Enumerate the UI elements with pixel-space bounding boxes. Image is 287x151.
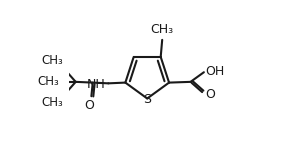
Text: CH₃: CH₃	[151, 23, 174, 36]
Text: CH₃: CH₃	[41, 55, 63, 67]
Text: O: O	[84, 100, 94, 112]
Text: CH₃: CH₃	[37, 75, 59, 88]
Text: O: O	[205, 88, 215, 101]
Text: NH: NH	[87, 78, 106, 91]
Text: OH: OH	[205, 64, 225, 77]
Text: CH₃: CH₃	[41, 96, 63, 109]
Text: S: S	[143, 93, 151, 106]
